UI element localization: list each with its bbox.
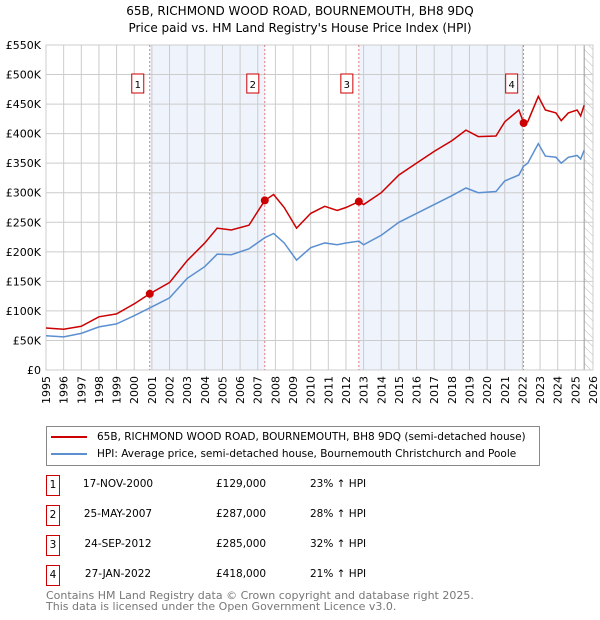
- x-tick-label: 2011: [322, 376, 335, 404]
- chart-subtitle: Price paid vs. HM Land Registry's House …: [128, 21, 472, 35]
- footer-copyright: Contains HM Land Registry data © Crown c…: [46, 589, 474, 602]
- x-tick-label: 1997: [75, 376, 88, 404]
- x-tick-label: 2019: [463, 376, 476, 404]
- sale-row: 4 27-JAN-2022 £418,000 21% ↑ HPI: [46, 565, 546, 587]
- sale-date: 17-NOV-2000: [82, 478, 154, 490]
- sale-hpi-change: 32% ↑ HPI: [310, 538, 367, 550]
- x-tick-label: 2021: [499, 376, 512, 404]
- sale-hpi-change: 23% ↑ HPI: [310, 478, 367, 490]
- sale-hpi-change: 28% ↑ HPI: [310, 508, 367, 520]
- sale-label-number: 2: [250, 80, 256, 91]
- sale-period-shading: [358, 45, 524, 370]
- sale-price: £285,000: [216, 538, 267, 550]
- sale-price: £287,000: [216, 508, 267, 520]
- y-tick-label: £350K: [6, 157, 42, 170]
- sale-label-number: 3: [344, 80, 350, 91]
- sale-date: 25-MAY-2007: [83, 508, 153, 520]
- sale-date: 27-JAN-2022: [84, 568, 152, 580]
- sale-date: 24-SEP-2012: [84, 538, 152, 550]
- plot-border: [45, 44, 594, 371]
- y-tick-label: £400K: [6, 128, 42, 141]
- x-tick-label: 2022: [516, 376, 529, 404]
- sale-number-badge: 2: [46, 505, 60, 526]
- sale-row: 3 24-SEP-2012 £285,000 32% ↑ HPI: [46, 535, 546, 557]
- chart-title: 65B, RICHMOND WOOD ROAD, BOURNEMOUTH, BH…: [126, 4, 474, 18]
- sale-point: [260, 196, 269, 205]
- sale-number-badge: 3: [46, 535, 60, 556]
- y-tick-label: £150K: [6, 275, 42, 288]
- x-tick-label: 2001: [146, 376, 159, 404]
- legend: 65B, RICHMOND WOOD ROAD, BOURNEMOUTH, BH…: [46, 426, 540, 466]
- future-hatched-region: [584, 45, 593, 370]
- x-tick-label: 2000: [128, 376, 141, 404]
- sale-label-number: 1: [135, 80, 141, 91]
- sale-hpi-change: 21% ↑ HPI: [310, 568, 367, 580]
- sale-row: 1 17-NOV-2000 £129,000 23% ↑ HPI: [46, 475, 546, 497]
- x-tick-label: 2007: [252, 376, 265, 404]
- x-tick-label: 2025: [569, 376, 582, 404]
- x-tick-label: 2003: [181, 376, 194, 404]
- hpi-line: [45, 142, 585, 338]
- y-tick-label: £450K: [6, 98, 42, 111]
- sale-row: 2 25-MAY-2007 £287,000 28% ↑ HPI: [46, 505, 546, 527]
- x-tick-label: 2004: [199, 376, 212, 404]
- x-tick-label: 2008: [269, 376, 282, 404]
- x-tick-label: 1999: [111, 376, 124, 404]
- y-tick-label: £250K: [6, 216, 42, 229]
- x-tick-label: 2010: [305, 376, 318, 404]
- sale-number-badge: 4: [46, 565, 60, 586]
- x-tick-label: 2015: [393, 376, 406, 404]
- x-tick-label: 2016: [411, 376, 424, 404]
- sale-point: [519, 119, 528, 127]
- sale-label-number: 4: [508, 80, 514, 91]
- x-tick-label: 2012: [340, 376, 353, 404]
- y-tick-label: £550K: [6, 39, 42, 52]
- x-tick-label: 1995: [40, 376, 53, 404]
- sale-label-box: [246, 73, 260, 94]
- y-tick-label: £500K: [6, 69, 42, 82]
- y-tick-label: £0: [27, 364, 41, 377]
- sale-price: £129,000: [216, 478, 267, 490]
- x-tick-label: 1996: [58, 376, 71, 404]
- y-tick-label: £50K: [13, 334, 42, 347]
- x-tick-label: 2014: [375, 376, 388, 404]
- legend-swatch-blue: [51, 453, 87, 455]
- y-tick-label: £100K: [6, 305, 42, 318]
- y-tick-label: £200K: [6, 246, 42, 259]
- x-tick-label: 2024: [552, 376, 565, 404]
- x-tick-label: 2017: [428, 376, 441, 404]
- x-tick-label: 1998: [93, 376, 106, 404]
- y-tick-label: £300K: [6, 187, 42, 200]
- x-tick-label: 2018: [446, 376, 459, 404]
- x-tick-label: 2023: [534, 376, 547, 404]
- x-tick-label: 2020: [481, 376, 494, 404]
- legend-item-property: 65B, RICHMOND WOOD ROAD, BOURNEMOUTH, BH…: [51, 429, 526, 445]
- sale-number-badge: 1: [46, 475, 60, 496]
- sale-period-shading: [149, 45, 265, 370]
- legend-item-hpi: HPI: Average price, semi-detached house,…: [51, 446, 516, 462]
- price-chart: 1995 1996 1997 1998 1999 2000 2001 2002 2003 2004…: [6, 39, 600, 404]
- x-tick-label: 2009: [287, 376, 300, 404]
- x-tick-label: 2002: [164, 376, 177, 404]
- legend-label: 65B, RICHMOND WOOD ROAD, BOURNEMOUTH, BH…: [97, 431, 526, 443]
- x-tick-label: 2013: [358, 376, 371, 404]
- sale-price: £418,000: [216, 568, 267, 580]
- x-tick-label: 2026: [587, 376, 600, 404]
- legend-label: HPI: Average price, semi-detached house,…: [97, 448, 517, 460]
- sale-label-box: [340, 73, 354, 94]
- legend-swatch-red: [51, 436, 87, 438]
- sale-label-box: [131, 73, 145, 94]
- footer-licence: This data is licensed under the Open Gov…: [46, 600, 397, 613]
- sale-point: [145, 289, 154, 298]
- x-tick-label: 2006: [234, 376, 247, 404]
- sale-label-box: [505, 73, 519, 94]
- x-tick-label: 2005: [216, 376, 229, 404]
- sale-point: [354, 197, 363, 206]
